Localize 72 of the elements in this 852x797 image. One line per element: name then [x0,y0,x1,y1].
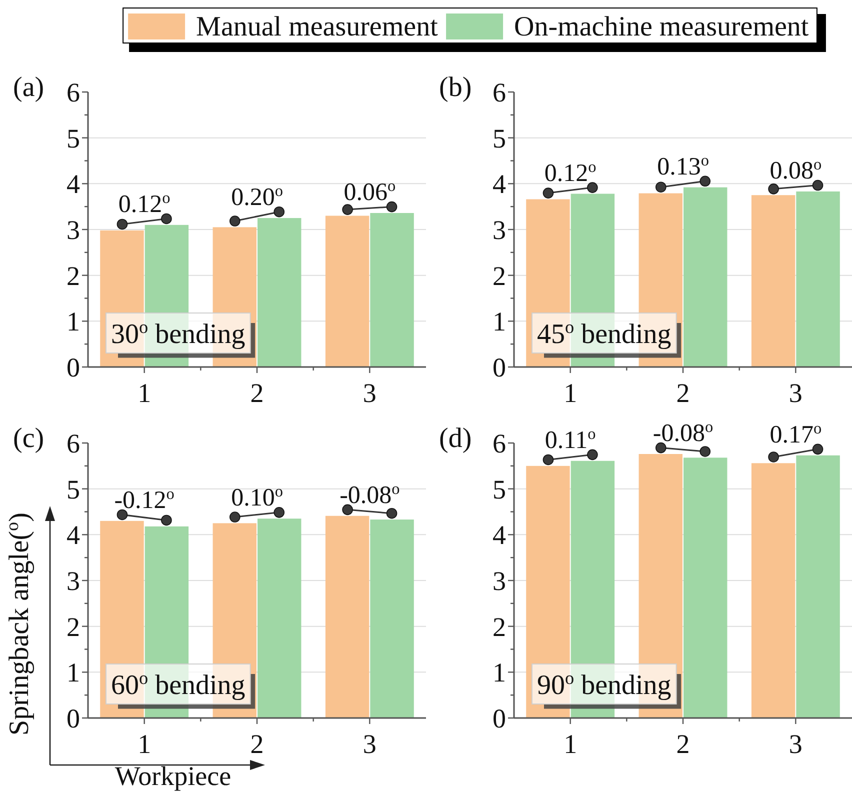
text: 90$^{o}$ bending [537,668,672,701]
chart-title: (a) [13,72,44,103]
y-tick-label: 1 [492,658,506,688]
annotation: 0.20$^{o}$ [231,182,283,212]
x-tick-label: 3 [788,729,802,759]
y-tick-label: 2 [66,612,80,642]
bar [370,213,414,367]
annotation: 0.06$^{o}$ [344,177,396,206]
annotation: 0.13$^{o}$ [657,151,709,180]
bar [370,520,414,718]
chart-title: (b) [439,72,472,103]
x-tick-label: 3 [788,378,802,408]
x-tick-label: 1 [138,378,152,408]
y-tick-label: 2 [492,612,506,642]
y-tick-label: 6 [492,77,506,108]
y-tick-label: 5 [492,123,506,154]
bar [325,216,370,367]
y-tick-label: 2 [66,260,80,291]
legend-label: Manual measurement [196,12,438,42]
y-tick-label: 6 [66,77,80,108]
annotation: 0.11$^{o}$ [544,424,596,454]
y-tick-label: 4 [66,520,80,550]
x-tick-label: 3 [362,378,376,408]
x-tick-label: 1 [564,378,578,408]
text: 60$^{o}$ bending [111,668,246,701]
y-tick-label: 0 [492,703,506,734]
y-tick-label: 4 [492,520,506,550]
annotation: 0.17$^{o}$ [770,419,822,448]
x-tick-label: 2 [250,729,264,759]
annotation: 0.12$^{o}$ [544,158,596,187]
text: 45$^{o}$ bending [537,317,672,350]
x-tick-label: 2 [250,378,264,408]
bar [258,218,302,367]
y-tick-label: 0 [492,352,506,382]
y-tick-label: 2 [492,260,506,291]
x-tick-label: 1 [564,729,578,759]
chart-title: (d) [439,423,472,454]
bar [796,455,840,718]
y-tick-label: 1 [66,658,80,688]
bar [325,516,370,718]
x-tick-label: 2 [676,378,690,408]
y-tick-label: 5 [66,123,80,154]
y-tick-label: 0 [66,703,80,734]
annotation: 0.10$^{o}$ [231,482,283,512]
y-tick-label: 4 [66,169,80,200]
text: 30$^{o}$ bending [111,317,246,350]
y-tick-label: 3 [492,214,506,245]
y-tick-label: 5 [66,474,80,504]
bar [751,463,796,718]
y-tick-label: 3 [66,214,80,245]
y-tick-label: 6 [492,428,506,458]
y-tick-label: 3 [492,566,506,596]
x-tick-label: 1 [138,729,152,759]
y-tick-label: 1 [492,306,506,337]
annotation: 0.12$^{o}$ [118,188,170,218]
annotation: -0.08$^{o}$ [340,480,400,509]
y-tick-label: 6 [66,428,80,458]
legend-label: On-machine measurement [514,12,809,42]
annotation: -0.08$^{o}$ [652,418,714,447]
y-tick-label: 0 [66,352,80,382]
annotation: -0.12$^{o}$ [114,484,174,514]
y-tick-label: 4 [492,169,506,200]
y-tick-label: 5 [492,474,506,504]
annotation: 0.08$^{o}$ [770,155,822,184]
bar [258,518,302,718]
x-axis-title: Workpiece [114,761,232,791]
bar [684,458,728,718]
x-tick-label: 2 [676,729,690,759]
chart-title: (c) [13,423,44,454]
y-tick-label: 1 [66,306,80,337]
y-tick-label: 3 [66,566,80,596]
x-tick-label: 3 [362,729,376,759]
